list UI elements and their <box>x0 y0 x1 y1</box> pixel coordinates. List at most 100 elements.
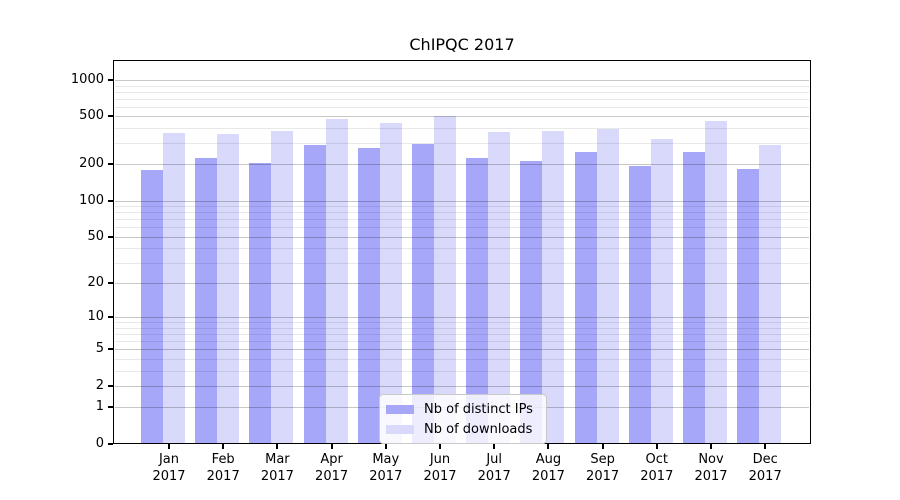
x-tick-label-feb: Feb 2017 <box>195 452 251 485</box>
gridline-minor-700 <box>115 98 809 100</box>
legend-item: Nb of downloads <box>386 419 540 439</box>
x-axis-tick-jul <box>493 444 496 449</box>
x-tick-label-nov: Nov 2017 <box>683 452 739 485</box>
x-tick-year: 2017 <box>477 468 511 484</box>
y-axis-tick-20 <box>108 282 113 285</box>
gridline-major-2 <box>115 385 809 387</box>
bar-nb-of-downloads-jun <box>434 115 456 444</box>
y-axis-tick-2 <box>108 384 113 387</box>
legend-label: Nb of distinct IPs <box>424 401 533 417</box>
gridline-minor-7 <box>115 334 809 336</box>
chart-title: ChIPQC 2017 <box>409 35 515 54</box>
y-axis-tick-500 <box>108 115 113 118</box>
gridline-minor-90 <box>115 206 809 208</box>
y-axis-tick-5 <box>108 348 113 351</box>
bar-nb-of-distinct-ips-dec <box>737 168 760 444</box>
x-tick-month: Nov <box>698 452 724 467</box>
x-tick-month: Aug <box>535 452 562 467</box>
gridline-minor-900 <box>115 85 809 87</box>
x-axis-tick-sep <box>601 444 604 449</box>
gridline-minor-3 <box>115 370 809 372</box>
bar-nb-of-downloads-nov <box>705 120 727 444</box>
legend-swatch-nb-of-distinct-ips <box>386 404 414 414</box>
y-tick-label-1000: 1000 <box>70 72 104 88</box>
gridline-major-100 <box>115 200 809 202</box>
y-axis-tick-1000 <box>108 79 113 82</box>
y-tick-label-1: 1 <box>95 399 104 415</box>
bar-nb-of-distinct-ips-jul <box>466 158 489 444</box>
bar-nb-of-distinct-ips-sep <box>574 152 597 444</box>
x-tick-month: Dec <box>752 452 778 467</box>
gridline-minor-8 <box>115 327 809 329</box>
gridline-major-10 <box>115 317 809 319</box>
y-tick-label-10: 10 <box>87 309 104 325</box>
x-axis-tick-apr <box>330 444 333 449</box>
x-tick-year: 2017 <box>748 468 782 484</box>
x-axis-tick-feb <box>222 444 225 449</box>
x-tick-month: Jan <box>158 452 180 467</box>
bar-nb-of-downloads-feb <box>217 133 240 444</box>
x-tick-label-jun: Jun 2017 <box>412 452 468 485</box>
bar-nb-of-distinct-ips-may <box>357 148 380 444</box>
y-axis-tick-1 <box>108 406 113 409</box>
bar-nb-of-distinct-ips-mar <box>249 163 272 444</box>
x-tick-year: 2017 <box>586 468 620 484</box>
gridline-minor-600 <box>115 106 809 108</box>
x-tick-label-jul: Jul 2017 <box>466 452 522 485</box>
gridline-major-5 <box>115 349 809 351</box>
x-tick-label-dec: Dec 2017 <box>737 452 793 485</box>
y-tick-label-5: 5 <box>95 341 104 357</box>
x-tick-year: 2017 <box>694 468 728 484</box>
x-tick-label-apr: Apr 2017 <box>304 452 360 485</box>
gridline-minor-4 <box>115 358 809 360</box>
x-tick-year: 2017 <box>152 468 186 484</box>
x-axis-tick-nov <box>710 444 712 449</box>
bar-nb-of-downloads-jan <box>163 132 185 444</box>
x-tick-month: Oct <box>645 452 669 467</box>
x-tick-year: 2017 <box>206 468 240 484</box>
gridline-minor-80 <box>115 212 809 214</box>
x-axis-tick-may <box>384 444 387 449</box>
x-tick-year: 2017 <box>640 468 674 484</box>
x-tick-year: 2017 <box>531 468 565 484</box>
legend-item: Nb of distinct IPs <box>386 399 540 419</box>
x-axis-tick-jan <box>168 444 170 449</box>
legend-label: Nb of downloads <box>424 421 533 437</box>
bar-nb-of-distinct-ips-jan <box>141 170 163 444</box>
bar-nb-of-downloads-apr <box>325 118 348 444</box>
x-tick-month: Jul <box>486 452 503 467</box>
gridline-minor-6 <box>115 341 809 343</box>
x-axis-tick-aug <box>547 444 550 449</box>
x-tick-label-jan: Jan 2017 <box>141 452 197 485</box>
bar-nb-of-downloads-dec <box>759 145 782 444</box>
y-tick-label-20: 20 <box>87 275 104 291</box>
y-axis-tick-50 <box>108 235 113 238</box>
gridline-major-50 <box>115 236 809 238</box>
bar-nb-of-distinct-ips-aug <box>520 161 543 444</box>
y-tick-label-500: 500 <box>79 108 104 124</box>
y-tick-label-50: 50 <box>87 228 104 244</box>
bar-nb-of-distinct-ips-jun <box>412 144 434 444</box>
y-tick-label-100: 100 <box>79 192 104 208</box>
x-tick-month: Jun <box>429 452 451 467</box>
x-tick-label-may: May 2017 <box>358 452 414 485</box>
x-tick-year: 2017 <box>423 468 457 484</box>
bar-nb-of-distinct-ips-feb <box>195 157 218 444</box>
gridline-major-500 <box>115 116 809 118</box>
x-axis-tick-dec <box>764 444 767 449</box>
x-tick-year: 2017 <box>369 468 403 484</box>
gridline-minor-70 <box>115 219 809 221</box>
x-tick-label-mar: Mar 2017 <box>249 452 305 485</box>
gridline-minor-400 <box>115 128 809 130</box>
x-tick-year: 2017 <box>260 468 294 484</box>
bar-nb-of-distinct-ips-nov <box>683 152 705 444</box>
y-axis-tick-0 <box>108 442 113 445</box>
y-axis-tick-200 <box>108 163 113 166</box>
gridline-major-1000 <box>115 80 809 82</box>
y-tick-label-0: 0 <box>95 435 104 451</box>
bar-nb-of-downloads-jul <box>488 132 511 444</box>
y-axis-tick-10 <box>108 316 113 319</box>
gridline-minor-30 <box>115 262 809 264</box>
x-axis-tick-jun <box>439 444 441 449</box>
